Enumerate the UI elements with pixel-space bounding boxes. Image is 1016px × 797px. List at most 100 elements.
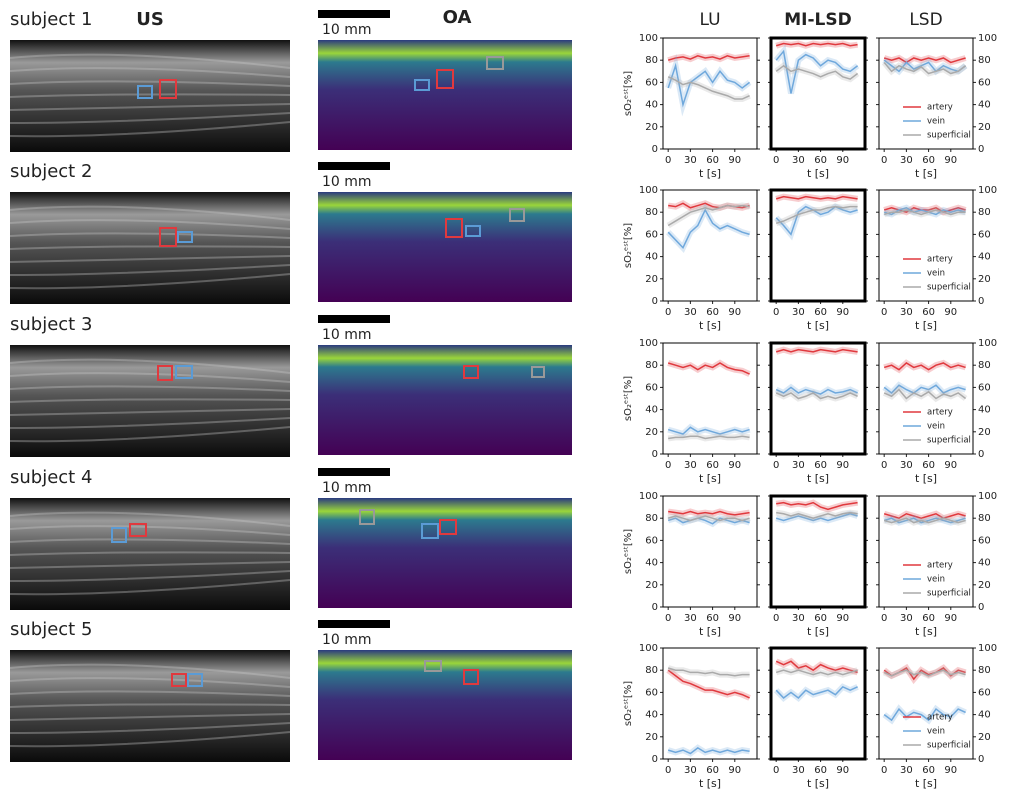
subject-label: subject 2 bbox=[10, 161, 92, 182]
x-tick-label: 90 bbox=[836, 307, 849, 318]
x-tick-label: 90 bbox=[728, 460, 741, 471]
x-axis-label: t [s] bbox=[915, 319, 937, 332]
x-tick-label: 30 bbox=[684, 613, 697, 624]
series-line bbox=[775, 64, 859, 80]
roi-box bbox=[414, 79, 430, 91]
y-tick-label: 60 bbox=[645, 229, 658, 240]
series-line bbox=[775, 348, 858, 353]
series-band bbox=[667, 665, 750, 679]
us-texture bbox=[9, 398, 291, 403]
series-line bbox=[775, 386, 858, 395]
roi-box bbox=[531, 366, 545, 378]
plot-frame bbox=[662, 342, 758, 455]
y-tick-label: 20 bbox=[978, 732, 991, 743]
y-tick-label: 60 bbox=[978, 382, 991, 393]
y-tick-label: 0 bbox=[978, 449, 984, 460]
scale-bar bbox=[318, 162, 390, 170]
x-tick-label: 30 bbox=[684, 307, 697, 318]
legend-label: superficial bbox=[927, 589, 971, 599]
x-axis-label: t [s] bbox=[915, 625, 937, 638]
y-tick-label: 80 bbox=[645, 55, 658, 66]
roi-box bbox=[445, 218, 463, 238]
series-line bbox=[775, 42, 858, 47]
series-line bbox=[667, 54, 750, 61]
x-tick-label: 30 bbox=[684, 460, 697, 471]
series-line bbox=[667, 517, 750, 525]
us-texture bbox=[9, 579, 291, 596]
roi-box bbox=[359, 509, 375, 525]
y-axis-label: sO₂ᵉˢᵗ[%] bbox=[623, 681, 634, 726]
us-texture bbox=[9, 417, 291, 429]
x-tick-label: 0 bbox=[773, 307, 779, 318]
y-tick-label: 0 bbox=[652, 296, 658, 307]
us-texture bbox=[9, 245, 291, 250]
us-texture bbox=[9, 219, 291, 230]
scale-bar bbox=[318, 620, 390, 628]
series-line bbox=[883, 209, 966, 216]
y-tick-label: 0 bbox=[652, 754, 658, 765]
series-line bbox=[883, 362, 966, 371]
roi-box bbox=[463, 669, 479, 685]
scale-bar-label: 10 mm bbox=[322, 22, 372, 38]
plot-frame bbox=[769, 36, 867, 151]
x-tick-label: 90 bbox=[836, 613, 849, 624]
series-line bbox=[667, 362, 750, 375]
plot-frame bbox=[769, 646, 867, 761]
y-tick-label: 20 bbox=[645, 427, 658, 438]
legend-label: artery bbox=[927, 103, 953, 113]
us-texture bbox=[9, 426, 291, 443]
x-tick-label: 90 bbox=[944, 155, 957, 166]
y-tick-label: 20 bbox=[978, 274, 991, 285]
roi-box bbox=[421, 523, 439, 539]
x-tick-label: 60 bbox=[922, 307, 935, 318]
us-texture bbox=[9, 121, 291, 138]
roi-box bbox=[465, 225, 481, 237]
us-texture bbox=[9, 551, 291, 556]
legend-label: artery bbox=[927, 561, 953, 571]
scale-bar-label: 10 mm bbox=[322, 174, 372, 190]
x-tick-label: 0 bbox=[773, 155, 779, 166]
y-tick-label: 20 bbox=[645, 122, 658, 133]
us-texture bbox=[9, 561, 291, 569]
us-texture bbox=[9, 713, 291, 721]
x-tick-label: 60 bbox=[814, 613, 827, 624]
y-tick-label: 100 bbox=[639, 33, 658, 44]
us-texture bbox=[9, 525, 291, 536]
y-tick-label: 0 bbox=[652, 602, 658, 613]
roi-box bbox=[187, 673, 203, 687]
roi-box bbox=[486, 56, 504, 70]
series-line bbox=[883, 512, 966, 520]
roi-box bbox=[171, 673, 187, 687]
y-axis-label: sO₂ᵉˢᵗ[%] bbox=[623, 376, 634, 421]
us-texture bbox=[9, 372, 291, 383]
panel-title: LU bbox=[699, 10, 720, 30]
subject-label: subject 4 bbox=[10, 467, 92, 488]
oa-image bbox=[318, 650, 572, 760]
roi-box bbox=[439, 519, 457, 535]
us-texture bbox=[9, 677, 291, 688]
x-tick-label: 30 bbox=[900, 613, 913, 624]
y-axis-label: sO₂ᵉˢᵗ[%] bbox=[623, 223, 634, 268]
roi-box bbox=[177, 231, 193, 243]
roi-box bbox=[509, 208, 525, 222]
x-tick-label: 90 bbox=[728, 155, 741, 166]
x-tick-label: 60 bbox=[922, 613, 935, 624]
x-tick-label: 90 bbox=[944, 765, 957, 776]
y-tick-label: 80 bbox=[645, 207, 658, 218]
us-texture bbox=[9, 273, 291, 290]
roi-box bbox=[157, 365, 173, 381]
y-tick-label: 40 bbox=[978, 558, 991, 569]
us-texture bbox=[9, 93, 291, 98]
x-axis-label: t [s] bbox=[807, 319, 829, 332]
us-texture bbox=[9, 731, 291, 748]
series-line bbox=[776, 511, 858, 519]
y-tick-label: 80 bbox=[645, 360, 658, 371]
x-tick-label: 30 bbox=[792, 765, 805, 776]
x-axis-label: t [s] bbox=[915, 167, 937, 180]
series-line bbox=[667, 76, 750, 100]
roi-box bbox=[436, 69, 454, 89]
us-image bbox=[10, 192, 290, 304]
scale-bar-label: 10 mm bbox=[322, 632, 372, 648]
series-line bbox=[667, 515, 750, 522]
y-tick-label: 60 bbox=[645, 535, 658, 546]
